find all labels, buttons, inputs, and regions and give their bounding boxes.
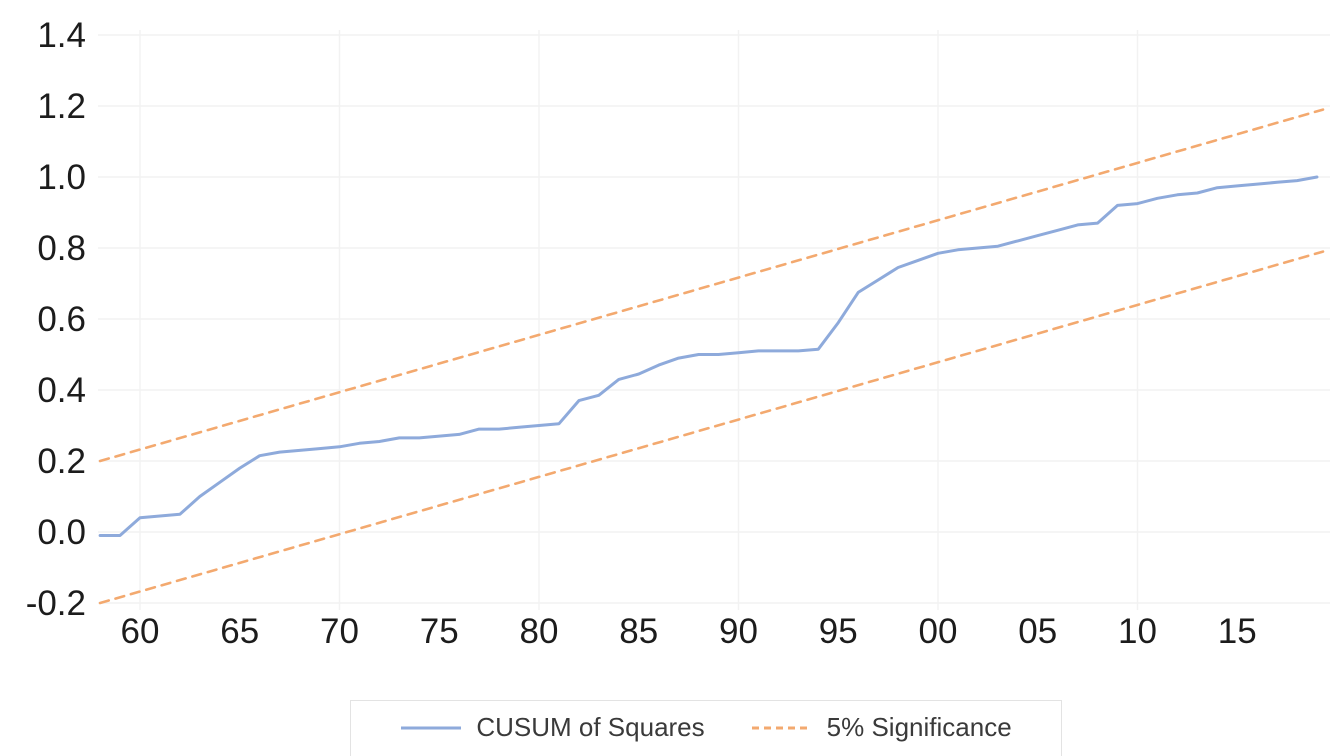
x-tick-label: 15 — [1218, 612, 1257, 651]
y-tick-label: 1.0 — [37, 158, 86, 197]
significance-line-swatch-icon — [751, 726, 812, 729]
x-tick-label: 90 — [719, 612, 758, 651]
x-tick-label: 80 — [520, 612, 559, 651]
y-tick-label: 0.0 — [37, 513, 86, 552]
5-significance-lower-band--line — [98, 250, 1325, 605]
cusum-line-swatch-icon — [401, 726, 462, 729]
x-tick-label: 00 — [919, 612, 958, 651]
x-tick-label: 60 — [121, 612, 160, 651]
x-tick-label: 70 — [320, 612, 359, 651]
x-tick-label: 95 — [819, 612, 858, 651]
y-tick-label: 0.2 — [37, 442, 86, 481]
5-significance-upper-band--line — [98, 108, 1325, 463]
y-tick-label: 0.6 — [37, 300, 86, 339]
legend-label-significance: 5% Significance — [826, 712, 1012, 742]
legend-label-cusum: CUSUM of Squares — [476, 712, 705, 742]
legend-item-significance: 5% Significance — [751, 712, 1012, 743]
cusum-of-squares-line — [98, 175, 1319, 537]
x-tick-label: 10 — [1118, 612, 1157, 651]
y-tick-label: -0.2 — [26, 584, 86, 623]
legend-item-cusum: CUSUM of Squares — [400, 712, 705, 743]
y-tick-label: 1.2 — [37, 87, 86, 126]
y-tick-label: 0.4 — [37, 371, 86, 410]
y-tick-label: 0.8 — [37, 229, 86, 268]
x-tick-label: 65 — [220, 612, 259, 651]
y-tick-label: 1.4 — [37, 16, 86, 55]
x-tick-label: 05 — [1018, 612, 1057, 651]
x-tick-label: 85 — [619, 612, 658, 651]
x-tick-label: 75 — [420, 612, 459, 651]
legend: CUSUM of Squares 5% Significance — [350, 700, 1062, 756]
